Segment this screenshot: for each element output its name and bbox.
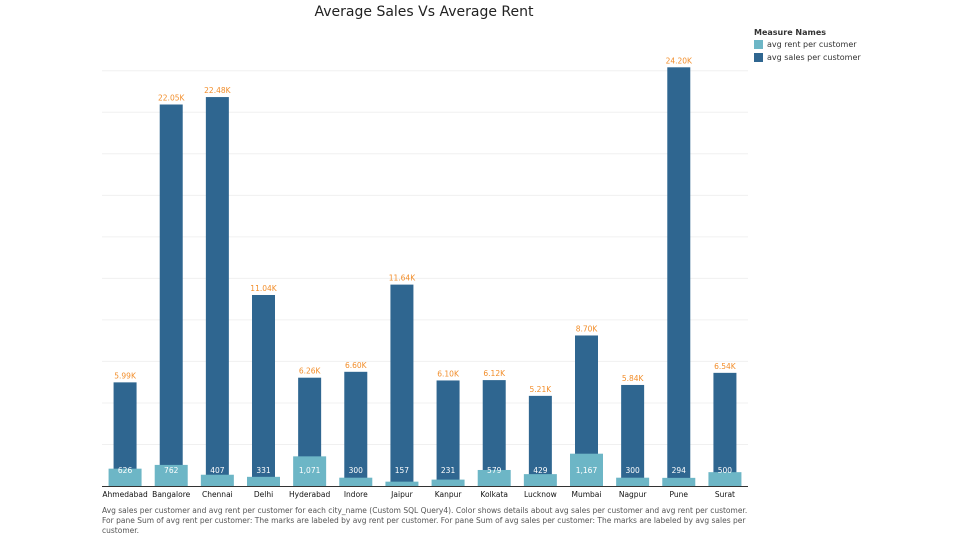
x-tick-label: Surat — [715, 490, 735, 499]
data-label-sales: 22.48K — [204, 86, 231, 95]
x-tick-label: Ahmedabad — [102, 490, 148, 499]
chart-caption: Avg sales per customer and avg rent per … — [102, 506, 748, 535]
data-label-sales: 6.60K — [345, 361, 368, 370]
x-tick-label: Mumbai — [572, 490, 602, 499]
bar-rent-indore — [339, 477, 373, 486]
bar-sales-surat — [713, 372, 737, 486]
x-tick-label: Chennai — [202, 490, 233, 499]
bar-sales-indore — [344, 371, 368, 486]
data-label-sales: 5.84K — [622, 374, 645, 383]
data-label-sales: 22.05K — [158, 94, 185, 103]
bar-sales-nagpur — [621, 384, 645, 486]
data-label-sales: 8.70K — [576, 324, 599, 333]
bar-rent-bangalore — [154, 464, 188, 486]
x-tick-label: Kanpur — [435, 490, 463, 499]
data-label-rent: 407 — [210, 466, 225, 475]
x-tick-label: Lucknow — [524, 490, 557, 499]
bar-rent-chennai — [200, 474, 234, 486]
x-tick-label: Kolkata — [480, 490, 508, 499]
data-label-sales: 11.04K — [250, 284, 277, 293]
bar-sales-delhi — [252, 294, 275, 486]
bar-sales-bangalore — [159, 104, 183, 486]
data-label-sales: 6.10K — [437, 369, 460, 378]
x-tick-label: Bangalore — [152, 490, 190, 499]
data-label-sales: 6.26K — [299, 367, 322, 376]
bar-sales-kolkata — [482, 380, 506, 486]
data-label-rent: 331 — [256, 466, 271, 475]
data-label-rent: 429 — [533, 466, 548, 475]
legend-swatch-sales — [754, 53, 763, 62]
data-label-rent: 300 — [349, 466, 364, 475]
data-label-sales: 6.12K — [483, 369, 506, 378]
data-label-rent: 300 — [625, 466, 640, 475]
bar-sales-chennai — [205, 97, 229, 487]
data-label-sales: 24.20K — [666, 56, 693, 65]
data-label-rent: 294 — [672, 466, 687, 475]
x-tick-label: Pune — [670, 490, 689, 499]
bar-rent-hyderabad — [293, 456, 327, 486]
data-label-sales: 5.21K — [530, 385, 553, 394]
legend-item-rent[interactable]: avg rent per customer — [754, 40, 861, 49]
data-label-rent: 1,071 — [299, 466, 321, 475]
bar-rent-surat — [708, 472, 742, 486]
data-label-rent: 231 — [441, 466, 456, 475]
bar-sales-lucknow — [528, 395, 552, 486]
data-label-sales: 6.54K — [714, 362, 737, 371]
bar-rent-delhi — [247, 476, 280, 486]
x-tick-label: Jaipur — [390, 490, 413, 499]
data-label-rent: 157 — [395, 466, 410, 475]
data-label-rent: 579 — [487, 466, 502, 475]
x-tick-label: Indore — [344, 490, 368, 499]
legend-label-sales: avg sales per customer — [767, 53, 861, 62]
data-label-sales: 5.99K — [114, 371, 137, 380]
legend-item-sales[interactable]: avg sales per customer — [754, 53, 861, 62]
bar-rent-ahmedabad — [108, 468, 142, 486]
legend-title: Measure Names — [754, 28, 827, 37]
legend-swatch-rent — [754, 40, 763, 49]
x-tick-label: Delhi — [254, 490, 273, 499]
bar-rent-jaipur — [385, 481, 419, 486]
bar-sales-ahmedabad — [113, 382, 137, 486]
bar-sales-kanpur — [436, 380, 460, 486]
bar-sales-pune — [667, 67, 691, 487]
legend: Measure Names avg rent per customer avg … — [754, 28, 861, 66]
x-tick-label: Hyderabad — [289, 490, 330, 499]
bar-sales-jaipur — [390, 284, 414, 486]
bar-rent-kolkata — [477, 469, 511, 486]
bar-rent-pune — [662, 477, 696, 486]
bar-rent-nagpur — [616, 477, 650, 486]
data-label-rent: 1,167 — [576, 466, 598, 475]
bar-rent-kanpur — [431, 479, 465, 486]
data-label-sales: 11.64K — [389, 274, 416, 283]
bar-rent-lucknow — [523, 474, 557, 486]
bar-rent-mumbai — [570, 453, 603, 486]
data-label-rent: 626 — [118, 466, 133, 475]
data-label-rent: 762 — [164, 466, 179, 475]
chart-title: Average Sales Vs Average Rent — [314, 4, 534, 20]
data-label-rent: 500 — [718, 466, 733, 475]
x-tick-label: Nagpur — [619, 490, 647, 499]
bar-sales-mumbai — [575, 335, 598, 486]
legend-label-rent: avg rent per customer — [767, 40, 857, 49]
